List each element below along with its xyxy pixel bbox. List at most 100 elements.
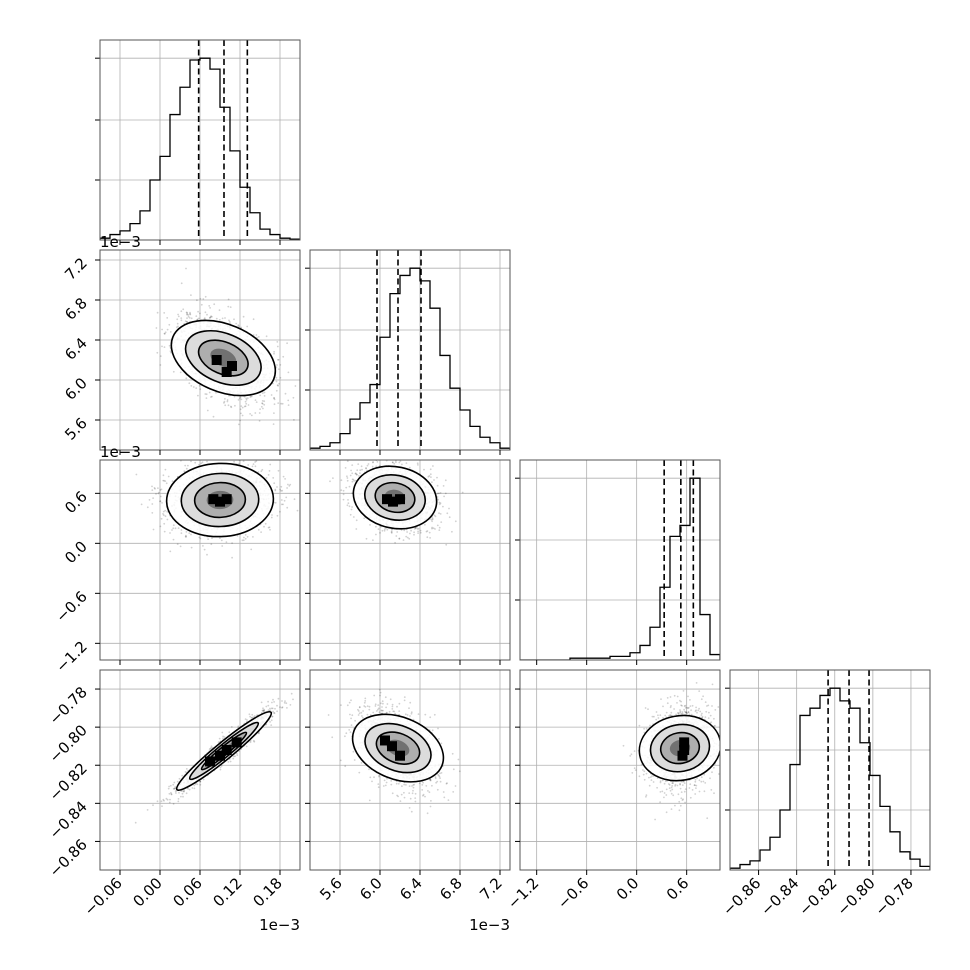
sample-point	[212, 415, 215, 418]
sample-point	[352, 478, 355, 481]
sample-point	[169, 550, 172, 553]
sample-point	[267, 526, 270, 529]
sample-point	[263, 525, 265, 528]
sample-point	[267, 704, 270, 707]
sample-point	[157, 487, 159, 489]
sample-point	[200, 462, 203, 465]
sample-point	[428, 531, 431, 534]
sample-point	[346, 479, 349, 482]
sample-point	[151, 485, 153, 488]
sample-point	[211, 315, 213, 318]
sample-point	[277, 384, 279, 387]
sample-point	[433, 514, 436, 517]
sample-point	[250, 548, 253, 551]
sample-point	[275, 389, 278, 392]
axes-frame	[309, 249, 511, 451]
sample-point	[221, 545, 224, 547]
sample-point	[234, 404, 236, 407]
sample-point	[431, 527, 433, 530]
sample-point	[166, 328, 169, 331]
sample-point	[161, 328, 164, 331]
sample-point	[240, 398, 243, 401]
sample-point	[434, 528, 436, 530]
density-peak	[227, 361, 237, 371]
sample-point	[208, 440, 210, 442]
sample-point	[406, 536, 409, 539]
sample-point	[180, 319, 183, 322]
sample-point	[430, 518, 433, 521]
sample-point	[187, 315, 190, 318]
sample-point	[395, 461, 397, 464]
sample-point	[277, 368, 280, 371]
sample-point	[164, 509, 167, 512]
sample-point	[190, 546, 193, 549]
sample-point	[165, 482, 168, 485]
sample-point	[187, 464, 189, 467]
sample-point	[438, 492, 440, 495]
sample-point	[365, 467, 367, 470]
sample-point	[168, 344, 171, 347]
sample-point	[199, 312, 201, 315]
sample-point	[372, 461, 374, 464]
sample-point	[184, 464, 187, 467]
sample-point	[272, 477, 275, 479]
sample-point	[176, 543, 179, 545]
sample-point	[159, 355, 162, 357]
sample-point	[185, 792, 188, 795]
sample-point	[210, 745, 213, 748]
sample-point	[398, 461, 401, 464]
sample-point	[226, 400, 229, 403]
sample-point	[296, 509, 299, 512]
sample-point	[431, 526, 433, 529]
axes-frame	[729, 669, 931, 871]
sample-point	[189, 312, 191, 315]
histogram-panel-1	[305, 249, 511, 455]
sample-point	[186, 321, 189, 323]
sample-point	[154, 487, 156, 490]
sample-point	[229, 760, 232, 763]
sample-point	[432, 527, 435, 530]
sample-point	[180, 282, 183, 285]
sample-point	[408, 466, 411, 469]
sample-point	[252, 739, 255, 742]
density-peak	[211, 355, 222, 365]
sample-point	[261, 402, 263, 405]
sample-point	[436, 484, 439, 487]
sample-point	[231, 556, 234, 559]
sample-point	[186, 313, 189, 315]
histogram-step	[310, 267, 510, 450]
sample-point	[252, 318, 255, 321]
sample-point	[282, 503, 284, 506]
sample-point	[186, 317, 188, 319]
sample-point	[176, 322, 179, 325]
sample-point	[351, 478, 354, 481]
sample-point	[260, 405, 263, 408]
sample-point	[276, 704, 278, 707]
sample-point	[161, 502, 163, 504]
sample-point	[242, 539, 245, 542]
sample-point	[253, 740, 256, 743]
sample-point	[183, 470, 186, 472]
sample-point	[160, 488, 163, 491]
sample-point	[198, 536, 201, 539]
sample-point	[257, 336, 260, 338]
sample-point	[172, 524, 175, 527]
sample-point	[346, 477, 349, 479]
sample-point	[224, 317, 226, 319]
sample-point	[198, 463, 200, 466]
sample-point	[218, 443, 220, 445]
sample-point	[166, 510, 169, 513]
sample-point	[229, 456, 231, 458]
sample-point	[410, 529, 412, 532]
sample-point	[245, 433, 247, 435]
sample-point	[264, 522, 267, 525]
sample-point	[239, 419, 242, 422]
sample-point	[228, 320, 231, 323]
density-peak	[221, 367, 232, 377]
sample-point	[225, 541, 228, 543]
sample-point	[405, 462, 408, 464]
sample-point	[249, 741, 252, 744]
sample-point	[372, 461, 374, 463]
sample-point	[446, 512, 449, 515]
sample-point	[419, 529, 422, 532]
